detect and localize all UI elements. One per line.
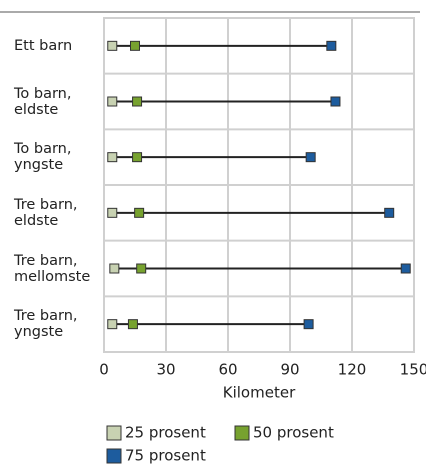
legend-swatch (106, 448, 122, 464)
legend-label: 25 prosent (125, 424, 206, 442)
dot (132, 152, 143, 163)
dot (132, 96, 143, 107)
dot (107, 207, 118, 218)
y-tick-label: Tre barn, eldste (14, 196, 78, 229)
dot (127, 319, 138, 330)
dot (305, 152, 316, 163)
y-tick-label: Ett barn (14, 37, 73, 54)
x-axis-label: Kilometer (223, 384, 296, 402)
y-tick-label: To barn, eldste (14, 85, 72, 118)
legend-swatch (106, 425, 122, 441)
x-tick-label: 0 (99, 361, 109, 379)
x-tick-label: 60 (218, 361, 237, 379)
legend-swatch (234, 425, 250, 441)
dot (134, 207, 145, 218)
dot (130, 40, 140, 51)
dot (109, 263, 120, 274)
dot (107, 96, 118, 107)
dot (303, 319, 314, 330)
dot (400, 263, 411, 274)
x-tick-label: 150 (400, 361, 426, 379)
legend-label: 50 prosent (253, 424, 334, 442)
y-tick-label: Tre barn, mellomste (14, 252, 91, 285)
x-tick-label: 120 (338, 361, 367, 379)
dot (326, 40, 337, 51)
y-tick-label: Tre barn, yngste (14, 308, 78, 341)
dot (136, 263, 147, 274)
dot (384, 207, 395, 218)
dot (107, 319, 118, 330)
dot (107, 40, 118, 51)
x-tick-label: 90 (280, 361, 299, 379)
x-tick-label: 30 (156, 361, 175, 379)
legend-label: 75 prosent (125, 447, 206, 465)
dot (107, 152, 118, 163)
y-tick-label: To barn, yngste (14, 141, 72, 174)
dot (330, 96, 341, 107)
